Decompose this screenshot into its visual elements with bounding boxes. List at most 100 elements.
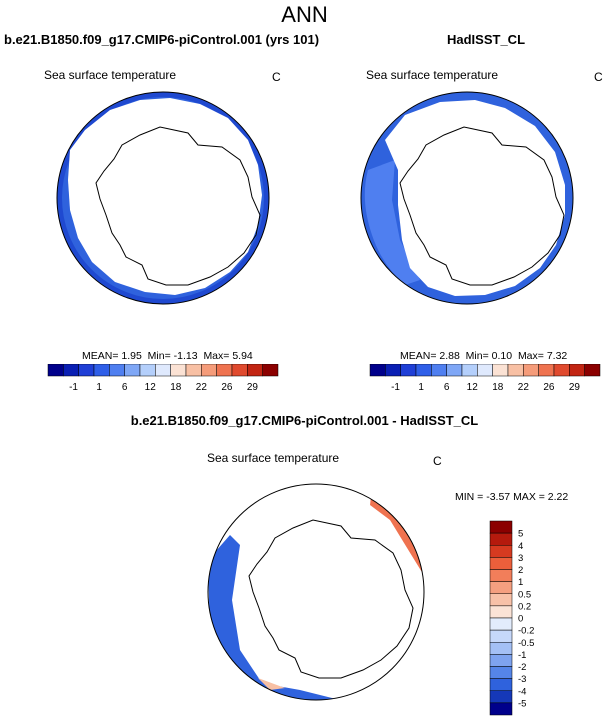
diff-colorbar-swatch xyxy=(489,581,513,594)
diff-units: C xyxy=(433,454,442,468)
panel1-colorbar-swatch xyxy=(216,364,233,377)
diff-colorbar-tick-label: -5 xyxy=(518,698,526,709)
panel2-min: 0.10 xyxy=(491,350,513,362)
diff-colorbar-tick-label: 2 xyxy=(518,565,523,576)
panel2-min-label: Min= xyxy=(465,350,489,362)
panel1-colorbar-tick-label: 29 xyxy=(247,382,259,393)
diff-colorbar-swatch xyxy=(489,569,513,582)
panel1-colorbar: -1 1 6 12 18 22 26 29 xyxy=(47,364,279,393)
diff-colorbar-tick-label: 1 xyxy=(518,577,523,588)
panel1-colorbar-swatch xyxy=(109,364,125,377)
panel1-colorbar-tick-label: 1 xyxy=(96,382,102,393)
panel1-colorbar-tick-label: 6 xyxy=(122,382,128,393)
diff-colorbar-tick-label: 0.5 xyxy=(518,589,531,600)
diff-panel-title: b.e21.B1850.f09_g17.CMIP6-piControl.001 … xyxy=(130,413,479,428)
diff-colorbar-tick-label: 5 xyxy=(518,529,523,540)
diff-colorbar-tick-label: 0 xyxy=(518,614,523,625)
panel1-colorbar-swatch xyxy=(247,364,263,377)
panel2-colorbar-tick-label: 22 xyxy=(518,382,530,393)
diff-colorbar-swatch xyxy=(489,605,513,619)
panel1-colorbar-swatch xyxy=(78,364,95,377)
diff-colorbar-swatch xyxy=(489,678,513,691)
panel2-max: 7.32 xyxy=(546,350,568,362)
panel1-units: C xyxy=(272,70,281,84)
panel1-variable-label: Sea surface temperature xyxy=(44,68,177,82)
panel1-max: 5.94 xyxy=(232,350,253,362)
panel1-map xyxy=(56,91,270,305)
diff-colorbar-swatch xyxy=(489,642,513,655)
panel1-colorbar-swatch xyxy=(139,364,156,377)
panel2-colorbar-swatch xyxy=(446,364,463,377)
panel2-stats: MEAN= 2.88 Min= 0.10 Max= 7.32 xyxy=(400,350,567,362)
panel1-min: -1.13 xyxy=(173,350,198,362)
diff-colorbar-swatch xyxy=(489,593,513,607)
panel1-map-border xyxy=(56,91,270,305)
panel1-colorbar-swatch xyxy=(185,364,202,377)
panel2-variable-label: Sea surface temperature xyxy=(366,68,499,82)
diff-colorbar-swatch xyxy=(489,520,513,534)
panel1-colorbar-swatch xyxy=(124,364,141,377)
diff-stats: MIN = -3.57 MAX = 2.22 xyxy=(455,491,569,503)
panel2-colorbar-tick-label: 12 xyxy=(467,382,479,393)
panel1-colorbar-swatch xyxy=(93,364,110,377)
panel2-colorbar-tick-label: -1 xyxy=(391,382,400,393)
panel1-colorbar-swatch xyxy=(262,364,279,377)
diff-colorbar-tick-label: 0.2 xyxy=(518,601,531,612)
panel1-colorbar-swatch xyxy=(201,364,217,377)
panel2-sea-ice-region xyxy=(385,100,565,296)
panel1-stats: MEAN= 1.95 Min= -1.13 Max= 5.94 xyxy=(82,350,253,362)
panel1-mean-label: MEAN= xyxy=(82,350,119,362)
panel2-colorbar-tick-label: 18 xyxy=(492,382,504,393)
panel1-colorbar-swatch xyxy=(170,364,187,377)
diff-colorbar-swatch xyxy=(489,532,513,546)
panel1-max-label: Max= xyxy=(203,350,230,362)
panel2-colorbar-swatch xyxy=(584,364,601,377)
panel2-mean: 2.88 xyxy=(439,350,460,362)
diff-colorbar-swatch xyxy=(489,654,513,667)
diff-colorbar-swatch xyxy=(489,617,513,631)
panel2-colorbar: -1 1 6 12 18 22 26 29 xyxy=(369,364,601,393)
panel2-colorbar-tick-label: 26 xyxy=(543,382,555,393)
panel1-colorbar-tick-label: 26 xyxy=(221,382,233,393)
panel1-colorbar-tick-label: 12 xyxy=(145,382,157,393)
panel2-units: C xyxy=(594,70,603,84)
diff-colorbar-swatch xyxy=(489,666,513,679)
panel1-colorbar-swatch xyxy=(63,364,79,377)
panel1-min-label: Min= xyxy=(147,350,171,362)
panel2-colorbar-swatch xyxy=(507,364,524,377)
panel2-colorbar-swatch xyxy=(415,364,432,377)
diff-colorbar-tick-label: -2 xyxy=(518,662,526,673)
diff-colorbar-tick-label: -3 xyxy=(518,674,526,685)
panel2-colorbar-tick-label: 29 xyxy=(569,382,581,393)
diff-map-border xyxy=(207,483,425,701)
diff-colorbar-swatch xyxy=(489,629,513,643)
panel2-colorbar-swatch xyxy=(431,364,447,377)
panel2-colorbar-tick-label: 6 xyxy=(444,382,450,393)
panel1-colorbar-tick-label: 22 xyxy=(196,382,208,393)
diff-map xyxy=(207,483,425,701)
panel2-colorbar-swatch xyxy=(400,364,417,377)
panel2-max-label: Max= xyxy=(517,350,544,362)
panel1-colorbar-swatch xyxy=(155,364,171,377)
diff-colorbar-swatch xyxy=(489,545,513,558)
panel1-colorbar-tick-label: -1 xyxy=(69,382,78,393)
diff-variable-label: Sea surface temperature xyxy=(207,451,340,465)
diff-colorbar-tick-label: 3 xyxy=(518,553,523,564)
diff-colorbar-tick-label: -0.5 xyxy=(518,638,534,649)
diff-background xyxy=(208,484,424,700)
panel1-sea-ice-region xyxy=(68,98,262,295)
panel2-colorbar-swatch xyxy=(461,364,478,377)
panel2-colorbar-swatch xyxy=(523,364,539,377)
diff-colorbar-tick-label: -1 xyxy=(518,650,526,661)
panel2-map xyxy=(360,91,574,305)
figure-title: ANN xyxy=(281,2,328,27)
panel1-colorbar-tick-label: 18 xyxy=(170,382,182,393)
panel2-map-border xyxy=(360,91,574,305)
diff-colorbar-tick-label: 4 xyxy=(518,541,523,552)
panel2-case-title: HadISST_CL xyxy=(447,32,526,47)
panel2-mean-label: MEAN= xyxy=(400,350,437,362)
panel2-colorbar-swatch xyxy=(538,364,555,377)
panel1-colorbar-swatch xyxy=(231,364,248,377)
